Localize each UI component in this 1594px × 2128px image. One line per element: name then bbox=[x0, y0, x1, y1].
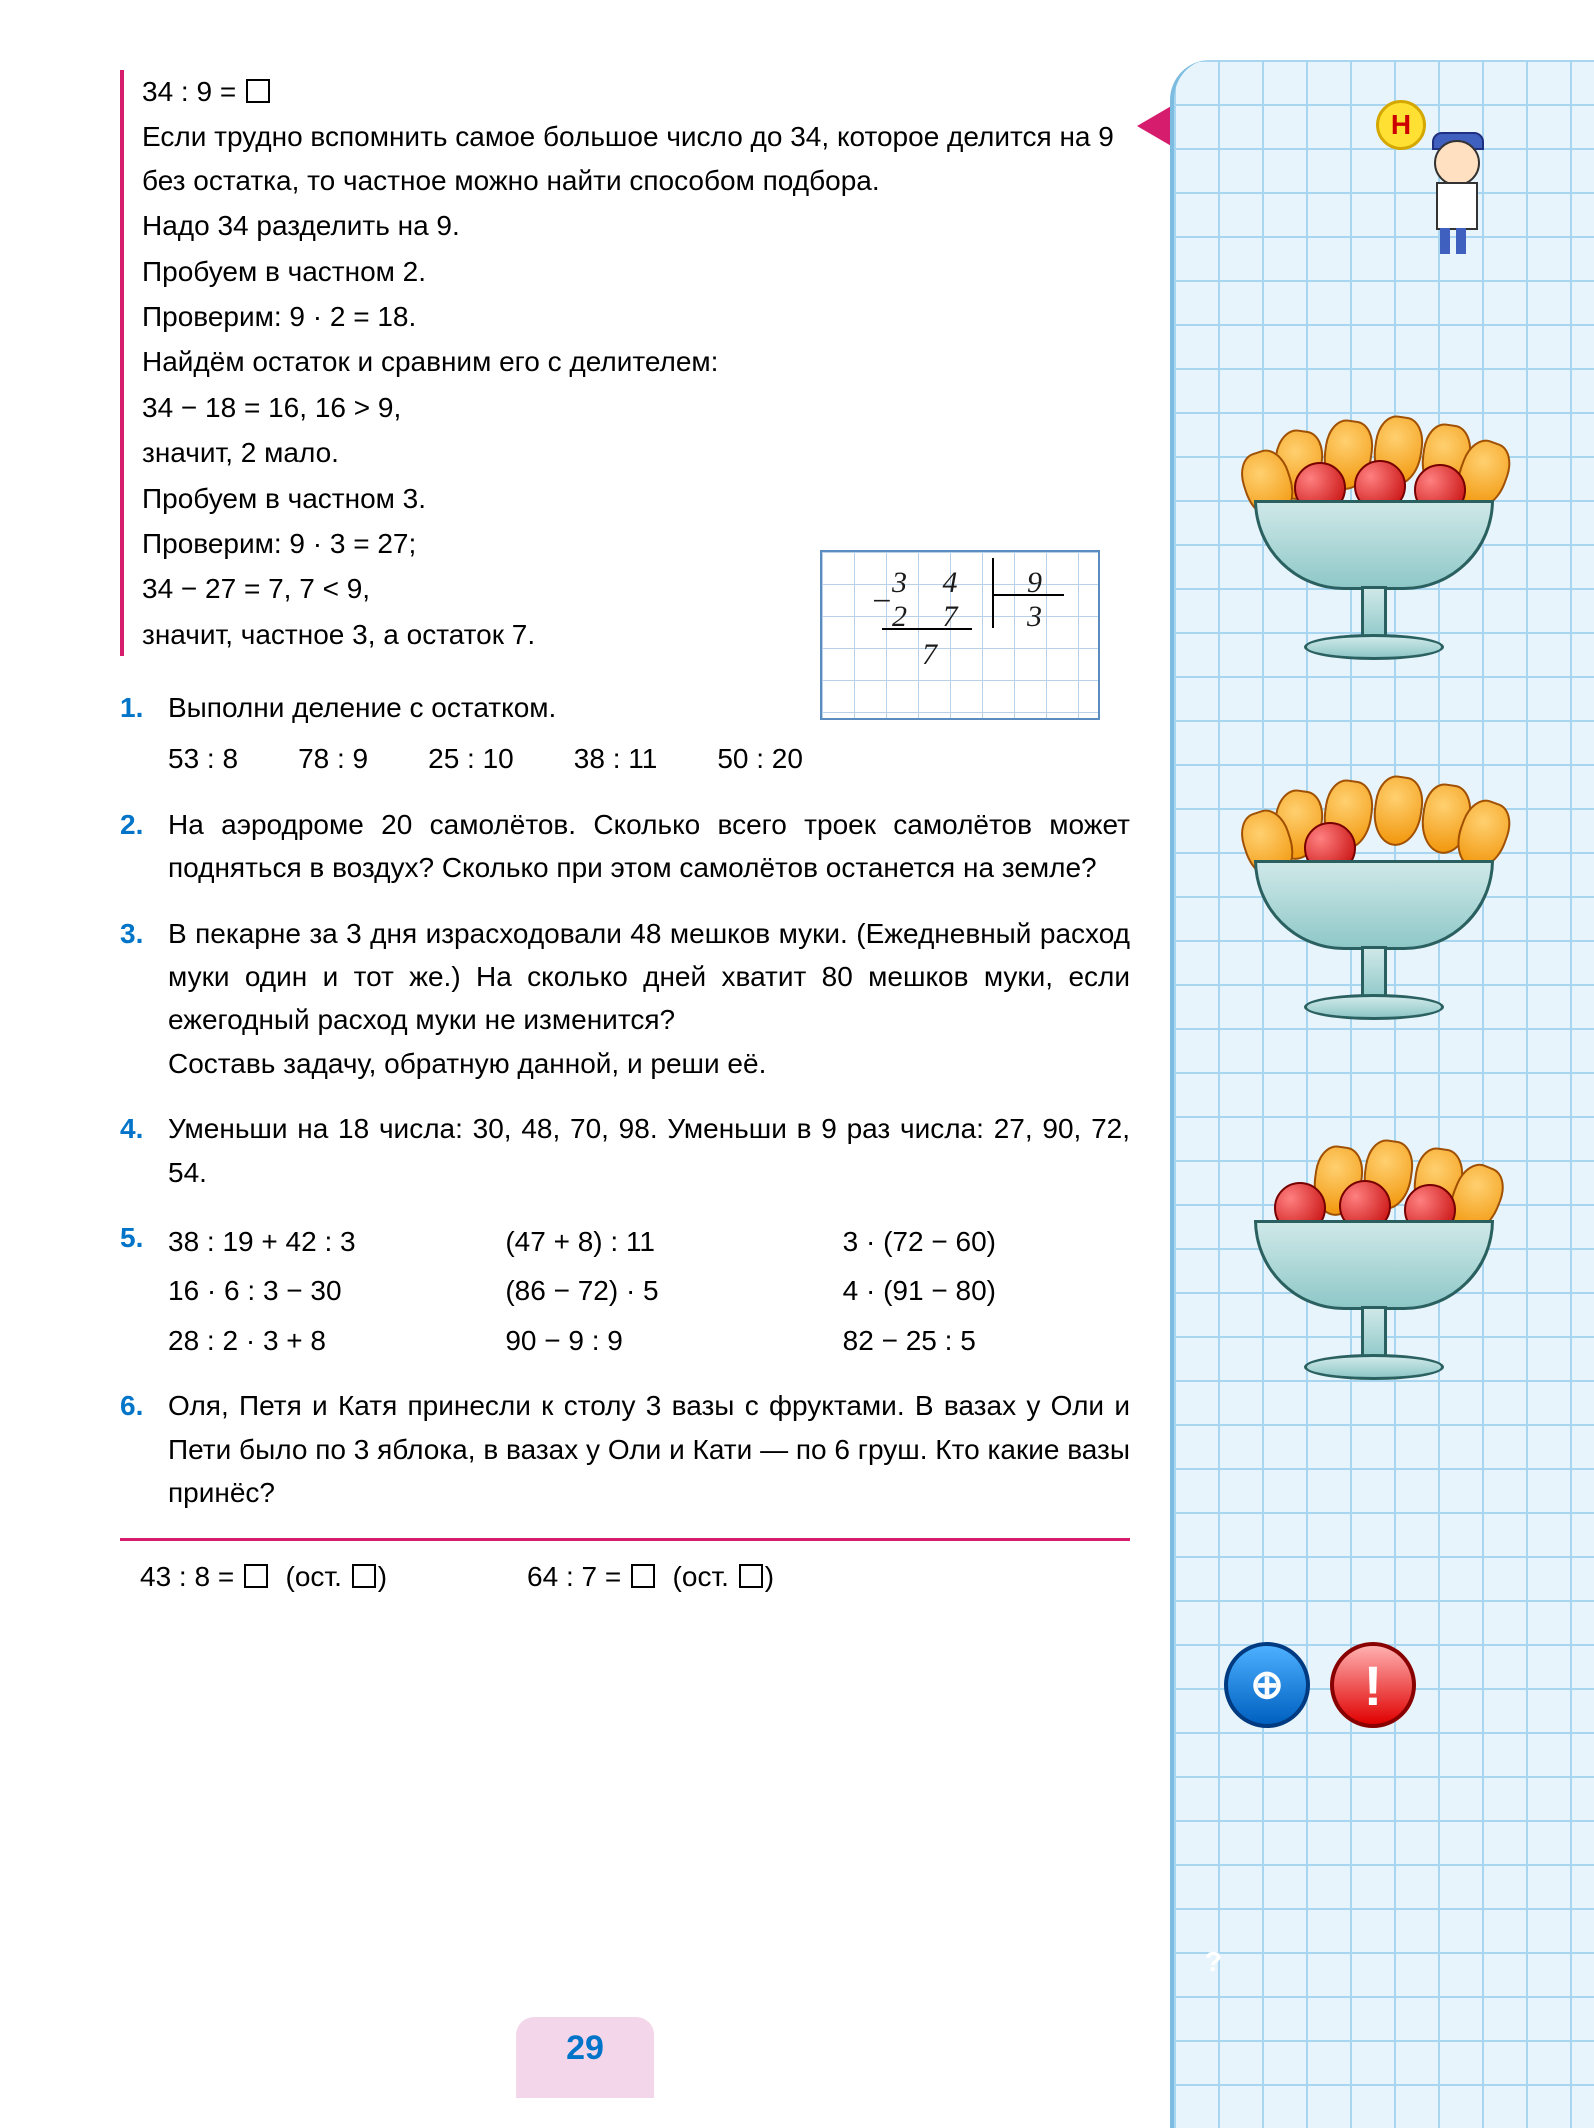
exercise-text-2: Составь задачу, обратную данной, и реши … bbox=[168, 1042, 1130, 1085]
minus-sign: − bbox=[870, 576, 893, 629]
exercise-body: В пекарне за 3 дня израсходовали 48 мешк… bbox=[168, 912, 1130, 1086]
mascot-icon: Н bbox=[1394, 110, 1504, 250]
base-icon bbox=[1304, 1354, 1444, 1380]
intro-p6: 34 − 18 = 16, 16 > 9, bbox=[142, 386, 1130, 429]
exclaim-icon: ! bbox=[1330, 1642, 1416, 1728]
exercise-text: На аэродроме 20 самолётов. Сколько всего… bbox=[168, 803, 1130, 890]
bowl-icon bbox=[1254, 1220, 1494, 1310]
sidebar-icons: ⊕ ! bbox=[1224, 1642, 1416, 1728]
expr: 38 : 19 + 42 : 3 bbox=[168, 1220, 455, 1263]
footer-a: 43 : 8 = (ост. ) bbox=[140, 1561, 387, 1593]
expr: 4 · (91 − 80) bbox=[843, 1269, 1130, 1312]
intro-p4: Проверим: 9 · 2 = 18. bbox=[142, 295, 1130, 338]
footer-problems: 43 : 8 = (ост. ) 64 : 7 = (ост. ) bbox=[120, 1561, 1130, 1593]
expr: 90 − 9 : 9 bbox=[505, 1319, 792, 1362]
bowl-icon bbox=[1254, 860, 1494, 950]
expr: 38 : 11 bbox=[574, 737, 658, 780]
expr: (86 − 72) · 5 bbox=[505, 1269, 792, 1312]
intro-equation: 34 : 9 = bbox=[142, 70, 1130, 113]
page-root: 34 : 9 = Если трудно вспомнить самое бол… bbox=[0, 0, 1594, 2128]
expr: 53 : 8 bbox=[168, 737, 238, 780]
hline-icon bbox=[882, 628, 972, 630]
base-icon bbox=[1304, 994, 1444, 1020]
exercise-text: Оля, Петя и Катя принесли к столу 3 вазы… bbox=[168, 1384, 1130, 1514]
main-column: 34 : 9 = Если трудно вспомнить самое бол… bbox=[0, 0, 1170, 2128]
bowl-icon bbox=[1254, 500, 1494, 590]
long-division-box: − 3 4 9 2 7 3 7 bbox=[820, 550, 1100, 720]
mascot-sign: Н bbox=[1376, 100, 1426, 150]
pear-icon bbox=[1369, 773, 1426, 849]
expr: 3 · (72 − 60) bbox=[843, 1220, 1130, 1263]
intro-p3: Пробуем в частном 2. bbox=[142, 250, 1130, 293]
vline-icon bbox=[992, 558, 994, 628]
expr: 16 · 6 : 3 − 30 bbox=[168, 1269, 455, 1312]
exercise-4: 4. Уменьши на 18 числа: 30, 48, 70, 98. … bbox=[120, 1107, 1130, 1194]
expr: 50 : 20 bbox=[717, 737, 803, 780]
question-mark: ? bbox=[1205, 1946, 1222, 1978]
hline2-icon bbox=[994, 594, 1064, 596]
exercise-row: 53 : 8 78 : 9 25 : 10 38 : 11 50 : 20 bbox=[168, 737, 1130, 780]
body-icon bbox=[1436, 182, 1478, 230]
head-icon bbox=[1434, 140, 1480, 186]
intro-p2: Надо 34 разделить на 9. bbox=[142, 204, 1130, 247]
exercise-number: 6. bbox=[120, 1384, 168, 1514]
expr: 25 : 10 bbox=[428, 737, 514, 780]
intro-block: 34 : 9 = Если трудно вспомнить самое бол… bbox=[120, 70, 1130, 656]
intro-p8: Пробуем в частном 3. bbox=[142, 477, 1130, 520]
expr: 82 − 25 : 5 bbox=[843, 1319, 1130, 1362]
exercise-number: 4. bbox=[120, 1107, 168, 1194]
sidebar: Н bbox=[1170, 60, 1594, 2128]
exercise-6: 6. Оля, Петя и Катя принесли к столу 3 в… bbox=[120, 1384, 1130, 1514]
exercise-3: 3. В пекарне за 3 дня израсходовали 48 м… bbox=[120, 912, 1130, 1086]
fruit-vase-2 bbox=[1224, 760, 1524, 1020]
globe-icon: ⊕ bbox=[1224, 1642, 1310, 1728]
exercise-number: 2. bbox=[120, 803, 168, 890]
intro-p7: значит, 2 мало. bbox=[142, 431, 1130, 474]
exercise-2: 2. На аэродроме 20 самолётов. Сколько вс… bbox=[120, 803, 1130, 890]
intro-p5: Найдём остаток и сравним его с делителем… bbox=[142, 340, 1130, 383]
expr: 78 : 9 bbox=[298, 737, 368, 780]
exercise-grid: 38 : 19 + 42 : 3 (47 + 8) : 11 3 · (72 −… bbox=[168, 1220, 1130, 1362]
fruit-vase-3 bbox=[1224, 1120, 1524, 1380]
leg-icon bbox=[1456, 228, 1466, 254]
expr: (47 + 8) : 11 bbox=[505, 1220, 792, 1263]
leg-icon bbox=[1440, 228, 1450, 254]
base-icon bbox=[1304, 634, 1444, 660]
exercise-number: 5. bbox=[120, 1216, 168, 1362]
exercise-5: 5. 38 : 19 + 42 : 3 (47 + 8) : 11 3 · (7… bbox=[120, 1216, 1130, 1362]
page-number: 29 bbox=[516, 2017, 654, 2098]
divider bbox=[120, 1538, 1130, 1541]
footer-b: 64 : 7 = (ост. ) bbox=[527, 1561, 774, 1593]
exercise-text: В пекарне за 3 дня израсходовали 48 мешк… bbox=[168, 912, 1130, 1042]
exercise-text: Уменьши на 18 числа: 30, 48, 70, 98. Уме… bbox=[168, 1107, 1130, 1194]
fruit-vase-1 bbox=[1224, 400, 1524, 660]
expr: 28 : 2 · 3 + 8 bbox=[168, 1319, 455, 1362]
quotient: 3 bbox=[1027, 594, 1042, 641]
exercise-number: 3. bbox=[120, 912, 168, 1086]
exercise-number: 1. bbox=[120, 686, 168, 781]
remainder: 7 bbox=[922, 632, 937, 679]
intro-p1: Если трудно вспомнить самое большое числ… bbox=[142, 115, 1130, 202]
